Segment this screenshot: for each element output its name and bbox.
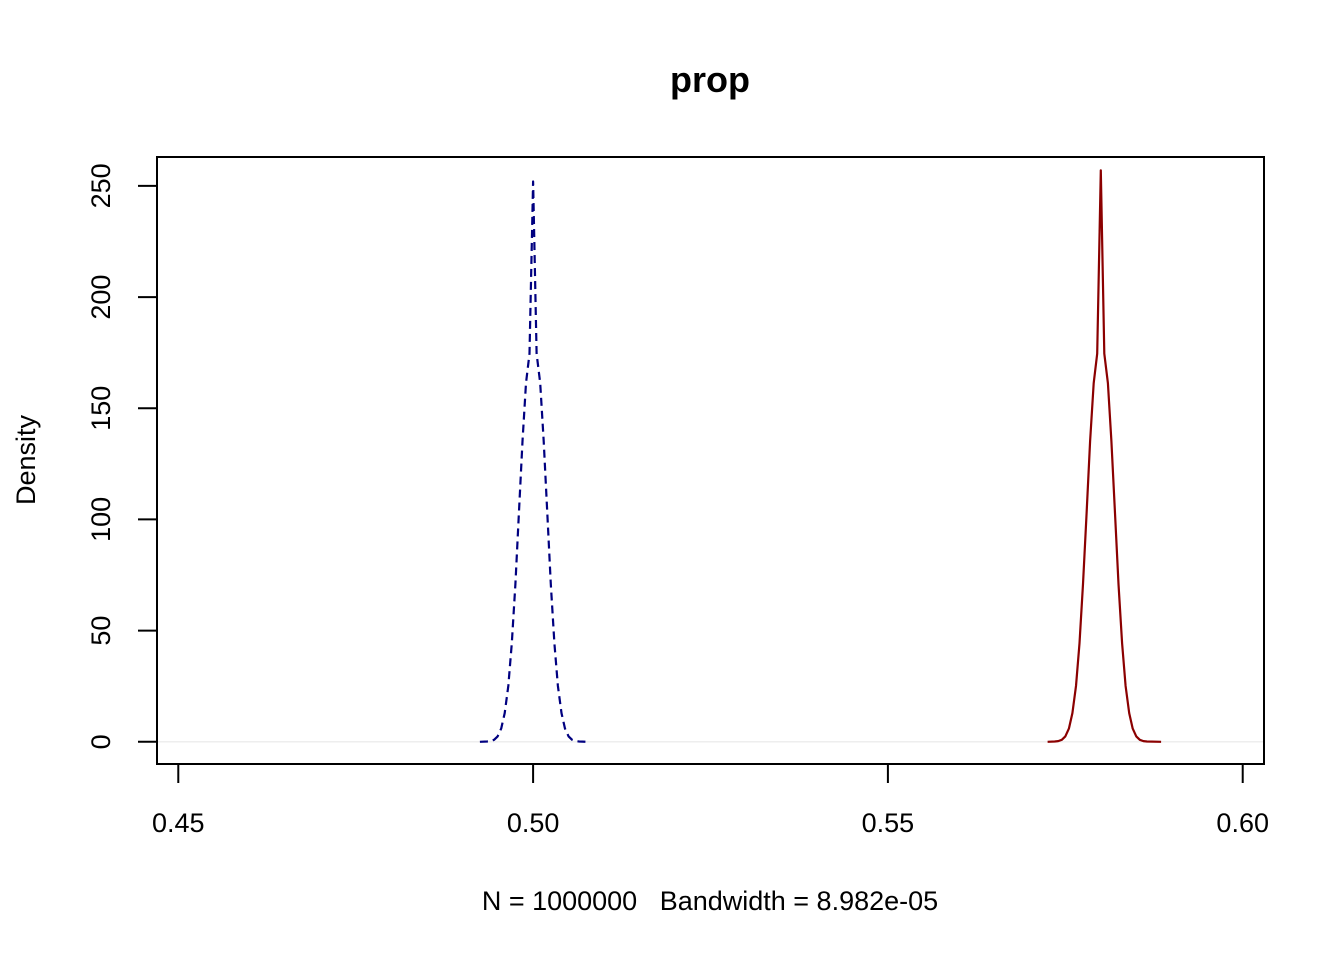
y-tick-label: 150 xyxy=(86,386,116,431)
plot-frame xyxy=(156,156,1265,765)
y-tick-label: 100 xyxy=(86,497,116,542)
y-tick-label: 200 xyxy=(86,275,116,320)
chart-title: prop xyxy=(670,59,750,100)
y-axis-label: Density xyxy=(11,414,41,505)
y-tick-label: 250 xyxy=(86,163,116,208)
plot-area xyxy=(158,169,1263,743)
density-curve-2 xyxy=(1047,169,1162,743)
y-tick-label: 50 xyxy=(86,616,116,646)
x-tick-label: 0.50 xyxy=(507,808,560,838)
x-tick-label: 0.45 xyxy=(152,808,205,838)
x-tick-label: 0.60 xyxy=(1216,808,1269,838)
density-curve-1 xyxy=(479,180,587,743)
y-axis: 0 50 100 150 200 250 xyxy=(86,163,158,749)
x-axis: 0.45 0.50 0.55 0.60 xyxy=(152,763,1269,838)
x-axis-label: N = 1000000 Bandwidth = 8.982e-05 xyxy=(482,886,938,916)
x-tick-label: 0.55 xyxy=(862,808,915,838)
y-tick-label: 0 xyxy=(86,734,116,749)
